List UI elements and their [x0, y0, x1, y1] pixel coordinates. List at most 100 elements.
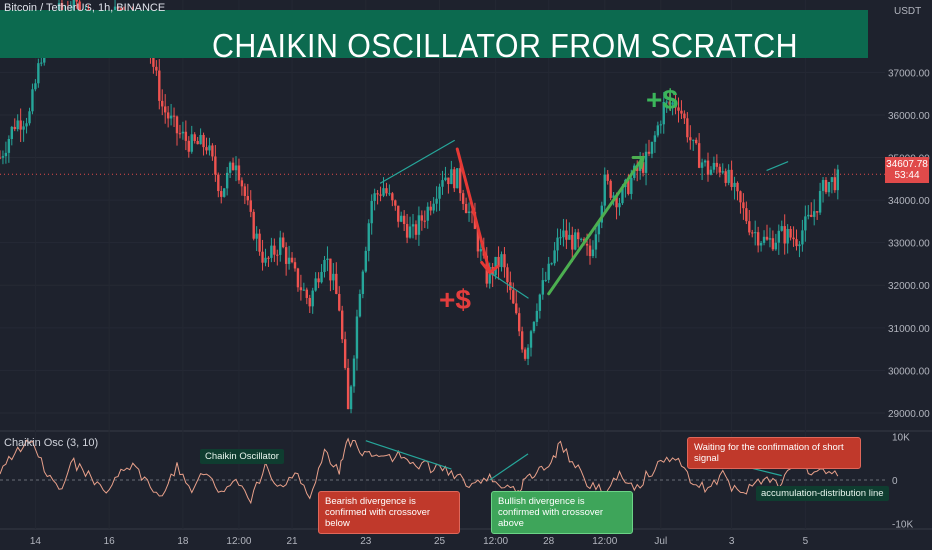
price-candle-body [751, 232, 754, 234]
price-candle-body [674, 102, 677, 108]
title-banner: CHAIKIN OSCILLATOR FROM SCRATCH [0, 10, 868, 64]
indicator-name[interactable]: Chaikin Osc (3, 10) [4, 437, 99, 449]
price-candle-body [650, 141, 654, 154]
price-candle-body [16, 120, 19, 130]
price-candle-body [4, 152, 8, 157]
price-candle-body [199, 134, 202, 145]
price-candle-body [341, 310, 344, 340]
price-candle-body [60, 3, 64, 12]
price-candle-body [28, 111, 31, 124]
price-tick-label: 32000.00 [888, 281, 930, 292]
price-candle-body [547, 263, 550, 280]
price-candle-body [677, 107, 680, 111]
price-candle-body [19, 120, 22, 130]
price-candle-body [258, 233, 261, 252]
price-candle-body [444, 177, 447, 181]
price-candle-body [774, 242, 778, 250]
price-candle-body [208, 145, 211, 151]
price-candle-body [252, 211, 255, 239]
price-candle-body [591, 249, 595, 257]
price-candle-body [600, 205, 603, 223]
price-candle-body [553, 250, 556, 264]
price-candle-body [824, 180, 828, 193]
price-tick-label: 37000.00 [888, 68, 930, 79]
price-candle-body [34, 83, 37, 90]
price-candle-body [627, 179, 630, 194]
price-tick-label: 34000.00 [888, 196, 930, 207]
price-candle-body [343, 339, 347, 368]
price-candle-body [358, 293, 362, 317]
price-candle-body [810, 214, 813, 217]
time-tick-label: Jul [654, 536, 667, 547]
price-candle-body [538, 294, 542, 311]
price-candle-body [523, 349, 527, 359]
price-candle-body [187, 140, 190, 152]
time-tick-label: 28 [543, 536, 555, 547]
price-candle-body [302, 289, 306, 291]
price-candle-body [270, 245, 273, 258]
price-candle-body [786, 228, 789, 244]
price-candle-body [703, 160, 707, 163]
price-candle-body [833, 177, 837, 191]
price-candle-body [641, 162, 645, 173]
price-candle-body [423, 220, 426, 222]
price-candle-body [780, 226, 783, 231]
price-tick-label: 33000.00 [888, 239, 930, 250]
price-candle-body [367, 223, 370, 251]
red-profit-marker: +$ [439, 284, 471, 315]
price-candle-body [408, 226, 412, 238]
price-candle-body [821, 180, 825, 191]
price-candle-body [695, 139, 698, 144]
red-trend-arrow [455, 147, 492, 274]
price-candle-body [329, 258, 332, 281]
price-candle-body [668, 101, 671, 105]
price-candle-body [768, 238, 772, 240]
price-divergence-line [379, 139, 455, 184]
price-candle-body [526, 347, 530, 359]
axes: 29000.00 30000.00 31000.00 32000.00 33000.00… [30, 68, 930, 547]
price-candle-body [792, 237, 795, 240]
price-candle-body [518, 313, 521, 332]
price-candle-body [164, 106, 167, 113]
oscillator-tick-label: 10K [892, 432, 910, 443]
price-candle-body [680, 110, 683, 114]
price-candle-body [686, 118, 689, 138]
time-tick-label: 14 [30, 536, 42, 547]
price-candle-body [249, 200, 252, 212]
price-candle-body [579, 238, 583, 240]
time-tick-label: 12:00 [483, 536, 508, 547]
price-candle-body [426, 206, 429, 221]
price-candle-body [296, 268, 300, 288]
price-candle-body [293, 262, 297, 269]
price-candle-body [417, 215, 421, 235]
price-candle-body [435, 198, 438, 204]
price-candle-body [311, 290, 314, 307]
price-candle-body [261, 251, 264, 263]
price-candle-body [748, 221, 751, 233]
price-candle-body [467, 211, 471, 214]
price-candle-body [456, 168, 459, 189]
price-candle-body [411, 224, 415, 227]
price-candle-body [497, 256, 500, 268]
price-candle-body [243, 186, 247, 197]
price-candle-body [739, 191, 742, 203]
bullish-divergence-line [489, 453, 529, 481]
price-candle-body [762, 236, 766, 243]
price-candle-body [240, 180, 244, 187]
price-tick-label: 36000.00 [888, 111, 930, 122]
price-candle-body [205, 147, 208, 151]
price-candle-body [789, 228, 792, 238]
price-candle-body [217, 174, 220, 192]
price-candle-body [376, 193, 379, 195]
price-candle-body [532, 321, 536, 332]
time-tick-label: 21 [286, 536, 298, 547]
time-tick-label: 23 [360, 536, 372, 547]
price-candle-body [31, 89, 34, 112]
price-candle-body [402, 215, 406, 225]
price-candle-body [736, 182, 739, 192]
price-candle-body [724, 171, 727, 183]
price-candle-body [228, 162, 232, 173]
price-candle-body [320, 271, 323, 283]
price-candle-body [287, 257, 291, 264]
price-candle-body [184, 131, 188, 141]
